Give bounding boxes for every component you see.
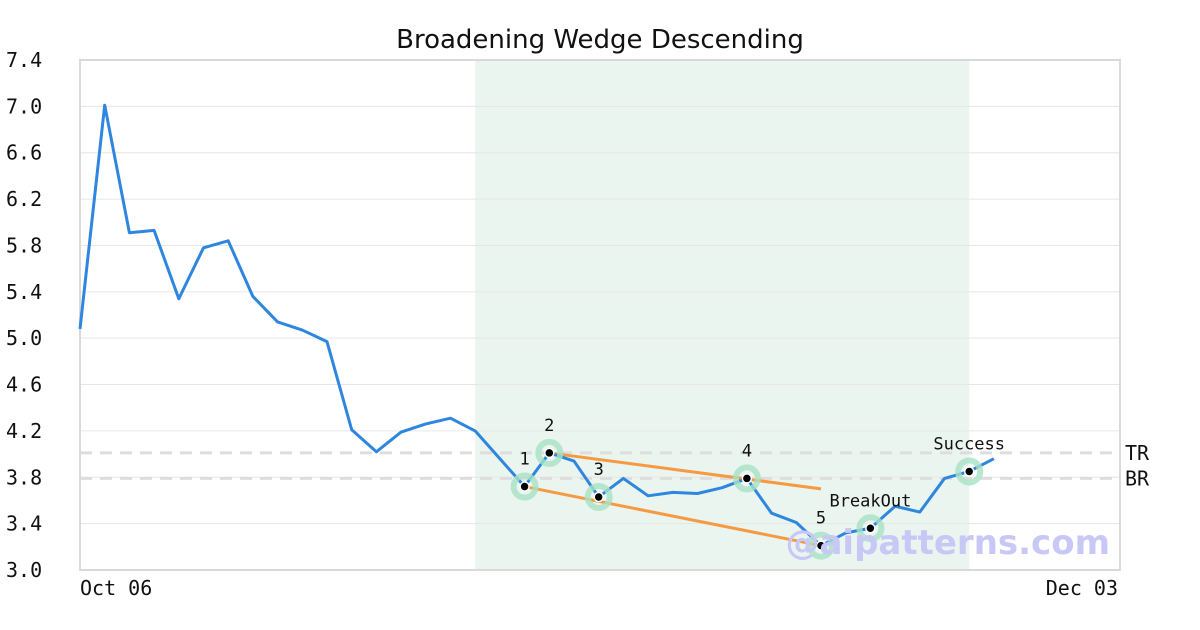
marker-dot — [593, 491, 604, 503]
chart-title: Broadening Wedge Descending — [396, 25, 804, 55]
plot-frame — [79, 59, 1121, 571]
marker-ring — [732, 464, 761, 493]
marker-dot — [815, 540, 827, 551]
marker-dot — [544, 447, 555, 459]
watermark: @aipatterns.com — [785, 523, 1110, 563]
y-axis: 3.0 3.4 3.8 4.2 4.6 5.0 5.4 5.8 6.2 6.6 7.0 7.4 — [6, 48, 42, 582]
x-tick-label: Dec 03 — [1046, 576, 1118, 600]
y-tick-label: 4.2 — [6, 419, 42, 443]
pattern-point-label: 3 — [594, 460, 604, 480]
y-tick-label: 3.8 — [6, 465, 42, 489]
x-axis: Oct 06 Dec 03 — [80, 576, 1118, 600]
y-tick-label: 7.4 — [6, 48, 42, 72]
marker-dot — [865, 523, 876, 534]
level-label: TR — [1125, 441, 1150, 465]
marker-dot — [741, 473, 753, 484]
marker-ring — [807, 531, 835, 560]
pattern-point-label: 1 — [519, 450, 529, 470]
pattern-point-label: 4 — [742, 441, 752, 461]
price-line — [78, 103, 995, 548]
pattern-markers — [510, 438, 984, 560]
trend-line — [549, 451, 822, 491]
x-tick-label: Oct 06 — [80, 576, 152, 600]
marker-ring — [955, 457, 984, 486]
marker-dot — [519, 481, 530, 492]
marker-ring — [535, 438, 564, 467]
y-tick-label: 3.4 — [6, 512, 42, 536]
y-tick-label: 5.0 — [6, 326, 42, 350]
marker-ring — [856, 514, 885, 543]
y-tick-label: 5.4 — [6, 280, 42, 304]
y-tick-label: 3.0 — [6, 558, 42, 582]
y-tick-label: 7.0 — [6, 94, 42, 118]
y-tick-label: 6.6 — [6, 141, 42, 165]
marker-ring — [584, 482, 613, 511]
y-tick-label: 6.2 — [6, 187, 42, 211]
y-tick-label: 5.8 — [6, 233, 42, 257]
marker-ring — [510, 472, 539, 501]
y-tick-label: 4.6 — [6, 373, 42, 397]
annotation-label: Success — [933, 434, 1005, 454]
pattern-point-label: 5 — [816, 509, 826, 529]
pattern-point-label: 2 — [544, 416, 554, 436]
marker-dot — [963, 466, 975, 477]
trend-line — [524, 485, 822, 548]
annotation-label: BreakOut — [829, 491, 911, 511]
level-label: BR — [1125, 466, 1150, 490]
pattern-region — [475, 60, 970, 570]
trend-lines — [524, 451, 822, 548]
